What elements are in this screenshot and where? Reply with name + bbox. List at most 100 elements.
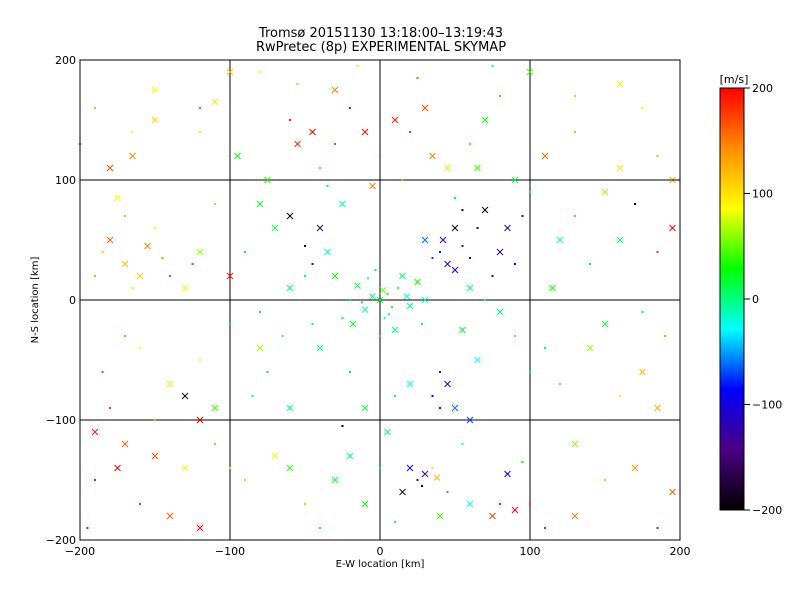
data-point [489, 512, 496, 520]
data-point [264, 176, 271, 184]
data-point [289, 119, 291, 121]
x-tick-label: −200 [65, 545, 95, 558]
data-point [169, 275, 171, 277]
data-point [529, 191, 531, 193]
data-point [144, 242, 151, 250]
data-point [154, 419, 156, 421]
data-point [394, 521, 396, 523]
data-point [311, 263, 314, 265]
data-point [286, 464, 294, 472]
data-point [341, 425, 344, 427]
data-point [616, 164, 624, 172]
data-point [499, 95, 501, 97]
data-point [319, 527, 321, 529]
data-point [656, 155, 659, 157]
data-point [196, 416, 204, 424]
data-point [496, 308, 504, 316]
data-point [229, 323, 231, 325]
data-point [251, 395, 254, 397]
data-point [114, 194, 121, 202]
data-point [376, 296, 384, 304]
data-point [656, 527, 659, 529]
data-point [604, 419, 606, 421]
data-point [496, 248, 504, 256]
data-point [181, 284, 189, 292]
data-point [574, 131, 576, 133]
data-point [474, 356, 481, 364]
data-point [379, 335, 381, 337]
colorbar-ticks: 200 100 0 −100 −200 [744, 82, 782, 517]
data-point [331, 86, 339, 94]
data-point [391, 306, 393, 309]
data-point [369, 182, 376, 190]
data-point [199, 107, 201, 109]
data-point [446, 491, 449, 493]
data-point [459, 326, 466, 334]
data-point [316, 224, 324, 232]
chart-subtitle: RwPretec (8p) EXPERIMENTAL SKYMAP [256, 40, 506, 55]
data-point [394, 395, 396, 397]
data-point [349, 299, 351, 301]
data-point [521, 215, 524, 217]
data-point [541, 152, 549, 160]
colorbar-tick-label: 0 [752, 293, 759, 306]
data-point [151, 86, 159, 94]
data-point [529, 371, 531, 373]
data-point [214, 203, 216, 205]
data-point [466, 284, 474, 292]
data-point [616, 80, 624, 88]
data-point [334, 143, 336, 145]
data-point [311, 323, 314, 325]
data-point [574, 215, 576, 217]
data-point [94, 107, 96, 109]
data-point [491, 65, 494, 67]
data-point [451, 404, 459, 412]
data-point [406, 464, 414, 472]
data-point [91, 428, 99, 436]
data-point [416, 77, 419, 79]
data-point [469, 143, 471, 145]
data-point [601, 188, 609, 196]
x-tick-label: 200 [670, 545, 691, 558]
x-axis-label: E-W location [km] [336, 559, 425, 570]
data-point [421, 236, 429, 244]
data-point [571, 440, 579, 448]
data-point [403, 293, 411, 300]
data-point [669, 488, 676, 496]
data-point [131, 287, 134, 289]
data-point [601, 320, 609, 328]
data-point [571, 512, 579, 520]
data-point [286, 284, 294, 292]
data-point [339, 200, 346, 208]
data-point [304, 275, 306, 277]
data-point [166, 512, 174, 520]
data-point [589, 263, 591, 265]
data-point [379, 467, 381, 469]
data-point [436, 512, 444, 520]
data-point [199, 359, 201, 361]
data-point [574, 95, 576, 97]
data-point [114, 464, 121, 472]
colorbar-tick-label: −200 [752, 504, 782, 517]
data-point [181, 464, 189, 472]
data-point [259, 71, 261, 73]
data-point [131, 131, 134, 133]
data-point [101, 371, 104, 373]
data-point [391, 326, 399, 334]
data-point [324, 248, 331, 256]
data-point [271, 452, 279, 460]
data-point [166, 380, 174, 388]
data-point [511, 506, 519, 514]
data-point [361, 306, 369, 313]
data-point [406, 302, 414, 310]
data-point [639, 368, 646, 376]
colorbar-tick-label: 100 [752, 188, 773, 201]
data-point [106, 236, 114, 244]
colorbar-tick-label: −100 [752, 399, 782, 412]
data-point [461, 443, 464, 445]
data-point [444, 164, 451, 172]
data-point [367, 277, 369, 280]
data-point [444, 380, 451, 388]
data-point [211, 404, 219, 412]
data-point [451, 266, 459, 274]
